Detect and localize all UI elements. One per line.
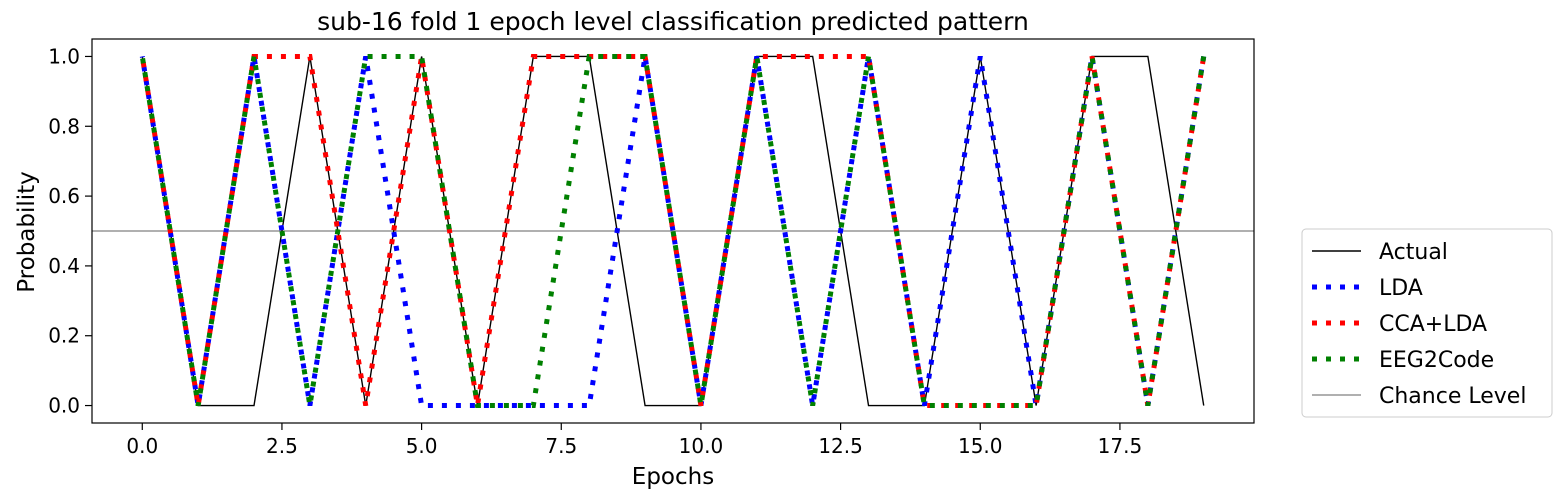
y-axis: 0.0 0.2 0.4 0.6 0.8 1.0	[48, 44, 92, 418]
legend-label: CCA+LDA	[1379, 312, 1487, 337]
x-tick-label: 17.5	[1098, 434, 1143, 458]
x-tick-label: 2.5	[266, 434, 298, 458]
y-tick-label: 0.2	[48, 324, 80, 348]
x-tick-label: 0.0	[126, 434, 158, 458]
y-axis-label: Probability	[14, 171, 40, 293]
legend-label: Chance Level	[1379, 384, 1526, 409]
legend: Actual LDA CCA+LDA EEG2Code Chance Level	[1301, 228, 1553, 418]
legend-label: LDA	[1379, 276, 1423, 301]
y-tick-label: 0.0	[48, 394, 80, 418]
series-line-cca-lda	[139, 53, 1207, 409]
x-tick-label: 15.0	[958, 434, 1003, 458]
x-tick-label: 12.5	[818, 434, 863, 458]
y-tick-label: 1.0	[48, 44, 80, 68]
legend-label: EEG2Code	[1379, 348, 1494, 373]
x-tick-label: 10.0	[679, 434, 724, 458]
chart-title: sub-16 fold 1 epoch level classification…	[317, 7, 1029, 36]
x-axis: 0.0 2.5 5.0 7.5 10.0 12.5 15.0 17.5	[126, 423, 1142, 458]
series-line-lda	[139, 56, 1207, 409]
plot-frame	[91, 38, 1255, 424]
y-tick-label: 0.8	[48, 114, 80, 138]
x-tick-label: 5.0	[406, 434, 438, 458]
y-tick-label: 0.4	[48, 254, 80, 278]
x-tick-label: 7.5	[545, 434, 577, 458]
chart-lines	[92, 53, 1254, 409]
legend-label: Actual	[1379, 240, 1448, 265]
y-tick-label: 0.6	[48, 184, 80, 208]
legend-frame	[1301, 228, 1553, 418]
x-axis-label: Epochs	[632, 464, 714, 490]
